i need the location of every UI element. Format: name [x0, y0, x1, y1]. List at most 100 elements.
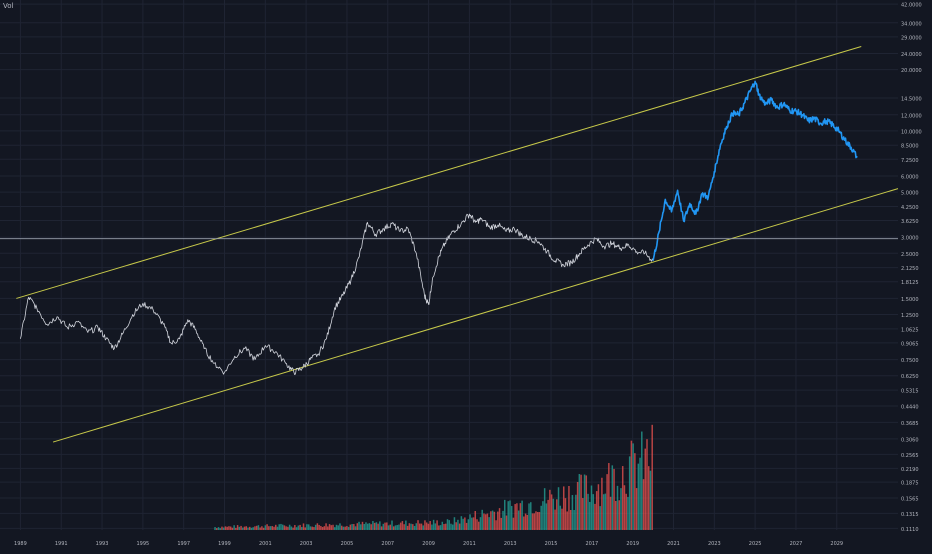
- volume-bar: [481, 509, 483, 530]
- volume-bar: [646, 439, 648, 530]
- volume-bar: [276, 526, 279, 530]
- volume-bar: [309, 526, 312, 530]
- volume-bar: [240, 525, 242, 530]
- volume-bar: [219, 528, 221, 530]
- volume-bar: [443, 524, 445, 530]
- volume-label: Vol: [3, 2, 14, 10]
- y-tick-label: 0.3060: [901, 437, 919, 443]
- y-tick-label: 6.0000: [901, 174, 919, 180]
- volume-bar: [597, 484, 600, 530]
- volume-bar: [238, 526, 241, 530]
- volume-bar: [351, 524, 353, 530]
- volume-bar: [337, 525, 339, 530]
- y-tick-label: 10.0000: [901, 129, 922, 135]
- volume-bar: [333, 527, 336, 530]
- volume-bar: [472, 517, 475, 530]
- volume-bar: [320, 525, 322, 530]
- volume-bar: [453, 517, 456, 530]
- volume-bar: [569, 510, 572, 530]
- volume-bar: [386, 522, 388, 530]
- volume-bar: [394, 525, 397, 530]
- volume-bar: [365, 522, 367, 530]
- volume-bar: [616, 485, 619, 530]
- volume-bar: [422, 525, 424, 530]
- volume-bar: [594, 503, 596, 530]
- volume-bar: [502, 510, 504, 530]
- volume-bar: [295, 527, 298, 530]
- volume-bar: [568, 485, 570, 530]
- volume-bar: [479, 517, 482, 530]
- x-axis[interactable]: 1989 1991 1993 1995 1997 1999 2001 2003 2005 2007…: [14, 541, 843, 547]
- volume-bar: [379, 521, 381, 530]
- volume-bar: [340, 525, 343, 530]
- y-tick-label: 3.6250: [901, 219, 919, 225]
- volume-bar: [302, 523, 305, 530]
- y-tick-label: 20.0000: [901, 68, 922, 74]
- volume-bar: [521, 500, 523, 530]
- volume-bar: [639, 457, 641, 530]
- volume-bar: [637, 463, 640, 530]
- volume-bar: [363, 524, 365, 530]
- volume-bar: [552, 498, 555, 530]
- volume-bar: [495, 520, 497, 530]
- volume-bar: [387, 525, 390, 530]
- volume-bar: [542, 501, 544, 530]
- volume-bar: [618, 500, 620, 530]
- volume-bar: [498, 508, 501, 530]
- volume-bar: [583, 474, 586, 530]
- volume-bar: [306, 524, 308, 530]
- volume-bar: [627, 496, 629, 530]
- volume-bar: [526, 514, 529, 530]
- volume-bar: [264, 525, 267, 530]
- x-tick-label: 2009: [422, 541, 435, 547]
- volume-bar: [562, 486, 565, 530]
- volume-bar: [405, 520, 407, 530]
- volume-bar: [647, 466, 650, 530]
- volume-bar: [604, 493, 607, 530]
- y-tick-label: 0.6250: [901, 374, 919, 380]
- y-axis[interactable]: 42.0000 34.0000 29.0000 24.0000 20.0000 14.50…: [901, 3, 922, 533]
- volume-bar: [505, 515, 508, 530]
- volume-bar: [509, 500, 511, 530]
- volume-bar: [516, 503, 518, 530]
- volume-bar: [366, 523, 369, 530]
- volume-bar: [649, 470, 652, 530]
- y-tick-label: 34.0000: [901, 21, 922, 27]
- y-tick-label: 14.5000: [901, 97, 922, 103]
- volume-bar: [399, 522, 402, 530]
- x-tick-label: 1993: [96, 541, 109, 547]
- y-tick-label: 1.2500: [901, 313, 919, 319]
- x-tick-label: 1999: [218, 541, 231, 547]
- volume-bars: [214, 424, 653, 530]
- volume-bar: [635, 488, 638, 530]
- volume-bar: [436, 520, 438, 530]
- volume-bar: [313, 527, 315, 530]
- volume-bar: [491, 510, 494, 530]
- volume-bar: [372, 521, 374, 530]
- volume-bar: [384, 522, 386, 530]
- volume-bar: [429, 521, 431, 530]
- volume-bar: [259, 527, 261, 530]
- volume-bar: [578, 473, 581, 530]
- volume-bar: [523, 516, 525, 530]
- volume-bar: [634, 453, 636, 530]
- volume-bar: [471, 517, 473, 530]
- volume-bar: [373, 522, 376, 530]
- volume-bar: [278, 524, 280, 530]
- volume-bar: [250, 527, 253, 530]
- x-tick-label: 2019: [626, 541, 639, 547]
- volume-bar: [245, 526, 248, 530]
- volume-bar: [434, 523, 437, 530]
- volume-bar: [361, 521, 364, 530]
- volume-bar: [228, 526, 230, 530]
- volume-bar: [297, 525, 300, 530]
- y-tick-label: 1.5000: [901, 297, 919, 303]
- volume-bar: [222, 527, 225, 530]
- volume-bar: [611, 465, 614, 530]
- volume-bar: [403, 524, 405, 530]
- volume-bar: [266, 524, 268, 530]
- y-tick-label: 2.5000: [901, 252, 919, 258]
- volume-bar: [573, 509, 575, 530]
- volume-bar: [257, 525, 260, 530]
